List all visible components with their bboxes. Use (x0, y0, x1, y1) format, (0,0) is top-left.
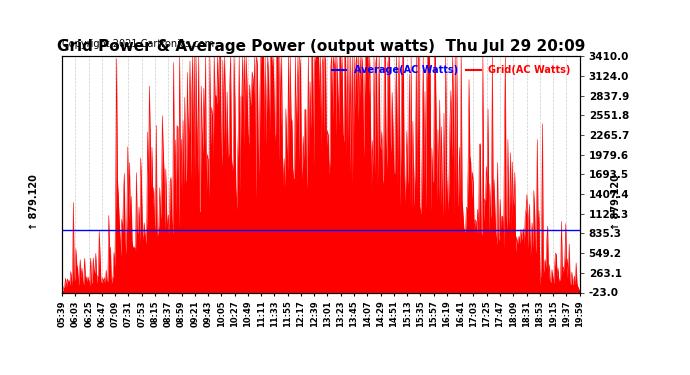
Text: Copyright 2021 Cartronics.com: Copyright 2021 Cartronics.com (62, 39, 214, 49)
Legend: Average(AC Watts), Grid(AC Watts): Average(AC Watts), Grid(AC Watts) (328, 61, 575, 79)
Text: ↑ 879.120: ↑ 879.120 (611, 174, 621, 230)
Text: ↑ 879.120: ↑ 879.120 (29, 174, 39, 230)
Title: Grid Power & Average Power (output watts)  Thu Jul 29 20:09: Grid Power & Average Power (output watts… (57, 39, 585, 54)
